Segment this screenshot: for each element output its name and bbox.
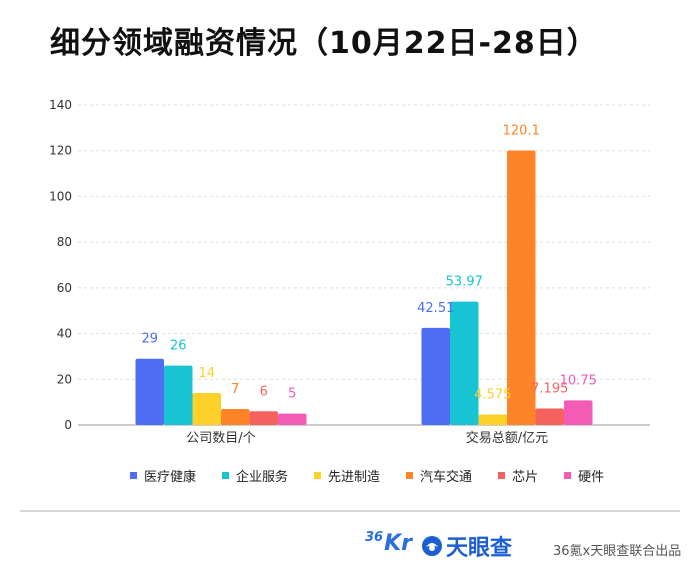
y-tick-label: 100: [49, 189, 72, 203]
chart-title: 细分领域融资情况（10月22日-28日）: [50, 26, 598, 61]
gridlines: [78, 104, 650, 380]
legend-swatch: [498, 471, 506, 479]
data-label: 4.575: [474, 388, 511, 403]
bar-先进制造-交易总额/亿元: [478, 414, 507, 425]
x-category-label: 公司数目/个: [186, 431, 255, 446]
y-tick-label: 40: [57, 327, 72, 341]
x-category-label: 交易总额/亿元: [466, 430, 548, 446]
data-label: 10.75: [560, 373, 597, 388]
36kr-logo-text: Kr: [384, 531, 412, 556]
y-tick-label: 0: [64, 418, 72, 432]
legend-swatch: [406, 471, 414, 479]
bar-医疗健康-交易总额/亿元: [421, 327, 450, 425]
y-tick-label: 60: [57, 281, 72, 295]
legend-label: 汽车交通: [420, 469, 473, 485]
legend-swatch: [314, 471, 322, 479]
data-label: 53.97: [446, 275, 483, 290]
36kr-logo-number: 36: [365, 530, 384, 545]
36kr-logo: 36 Kr: [365, 531, 412, 559]
tianyancha-icon: [422, 536, 442, 556]
data-label: 120.1: [503, 123, 540, 138]
bar-汽车交通-公司数目/个: [221, 409, 250, 425]
y-tick-label: 140: [49, 98, 72, 112]
bar-chart: 0 20 40 60 80 100 120 140 公司数目/个 交易总额/亿元 29 26 14 7 6…: [49, 98, 650, 446]
legend: 医疗健康 企业服务 先进制造 汽车交通 芯片 硬件: [130, 465, 630, 485]
legend-item: 先进制造: [314, 466, 380, 485]
legend-item: 汽车交通: [406, 466, 472, 485]
credit-text: 36氪x天眼查联合出品: [553, 544, 682, 559]
bar-汽车交通-交易总额/亿元: [507, 150, 536, 425]
legend-swatch: [222, 471, 230, 479]
y-tick-label: 20: [57, 372, 72, 386]
data-label: 5: [288, 387, 296, 402]
legend-item: 芯片: [498, 466, 538, 485]
data-label: 7.195: [531, 382, 568, 397]
legend-swatch: [564, 471, 572, 479]
bar-企业服务-交易总额/亿元: [450, 301, 479, 425]
bar-医疗健康-公司数目/个: [135, 358, 164, 425]
bar-芯片-交易总额/亿元: [535, 408, 564, 425]
bar-先进制造-公司数目/个: [192, 393, 221, 425]
bar-硬件-交易总额/亿元: [564, 400, 593, 425]
footer-divider: [20, 510, 680, 512]
legend-label: 先进制造: [328, 469, 381, 485]
legend-label: 企业服务: [236, 469, 289, 485]
legend-swatch: [130, 471, 137, 479]
data-label: 26: [170, 339, 187, 354]
y-tick-label: 120: [49, 144, 72, 158]
data-label: 14: [198, 366, 215, 381]
legend-label: 芯片: [512, 469, 539, 485]
legend-item: 硬件: [564, 466, 604, 485]
bars: [135, 150, 593, 425]
data-label: 7: [231, 382, 239, 397]
tianyancha-logo-text: 天眼查: [446, 536, 513, 561]
legend-item: 医疗健康: [130, 466, 196, 485]
legend-label: 硬件: [578, 469, 605, 485]
data-label: 42.51: [417, 301, 454, 316]
legend-item: 企业服务: [222, 466, 288, 485]
tianyancha-logo: 天眼查: [421, 530, 512, 562]
y-tick-label: 80: [57, 235, 72, 249]
bar-企业服务-公司数目/个: [164, 365, 193, 425]
data-label: 29: [141, 332, 158, 347]
data-label: 6: [260, 384, 268, 399]
legend-label: 医疗健康: [144, 469, 197, 485]
bar-芯片-公司数目/个: [249, 411, 278, 425]
bar-硬件-公司数目/个: [278, 413, 307, 425]
